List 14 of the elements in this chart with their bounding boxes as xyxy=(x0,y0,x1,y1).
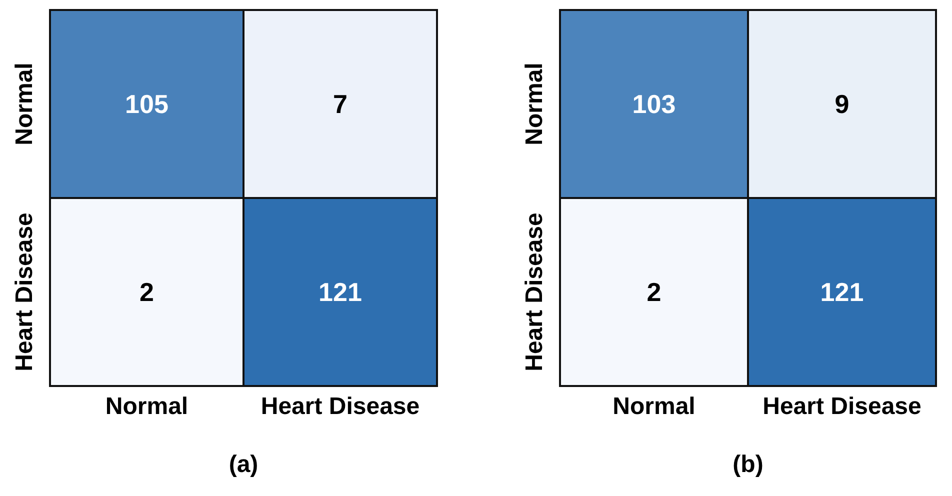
data-label: 121 xyxy=(820,277,864,308)
text: (b) xyxy=(732,451,764,478)
x-tick-label: Heart Disease xyxy=(260,393,420,420)
data-label: 105 xyxy=(125,89,168,120)
x-tick-label: Heart Disease xyxy=(762,393,922,420)
text: (a) xyxy=(228,451,258,478)
data-label: 103 xyxy=(632,89,676,120)
data-label: 9 xyxy=(834,89,850,120)
data-label: 2 xyxy=(140,277,154,308)
data-label: 2 xyxy=(646,277,662,308)
data-label: 7 xyxy=(333,89,348,120)
data-label: 121 xyxy=(318,277,362,308)
x-tick-label: Normal xyxy=(105,393,188,420)
x-tick-label: Normal xyxy=(612,393,696,420)
